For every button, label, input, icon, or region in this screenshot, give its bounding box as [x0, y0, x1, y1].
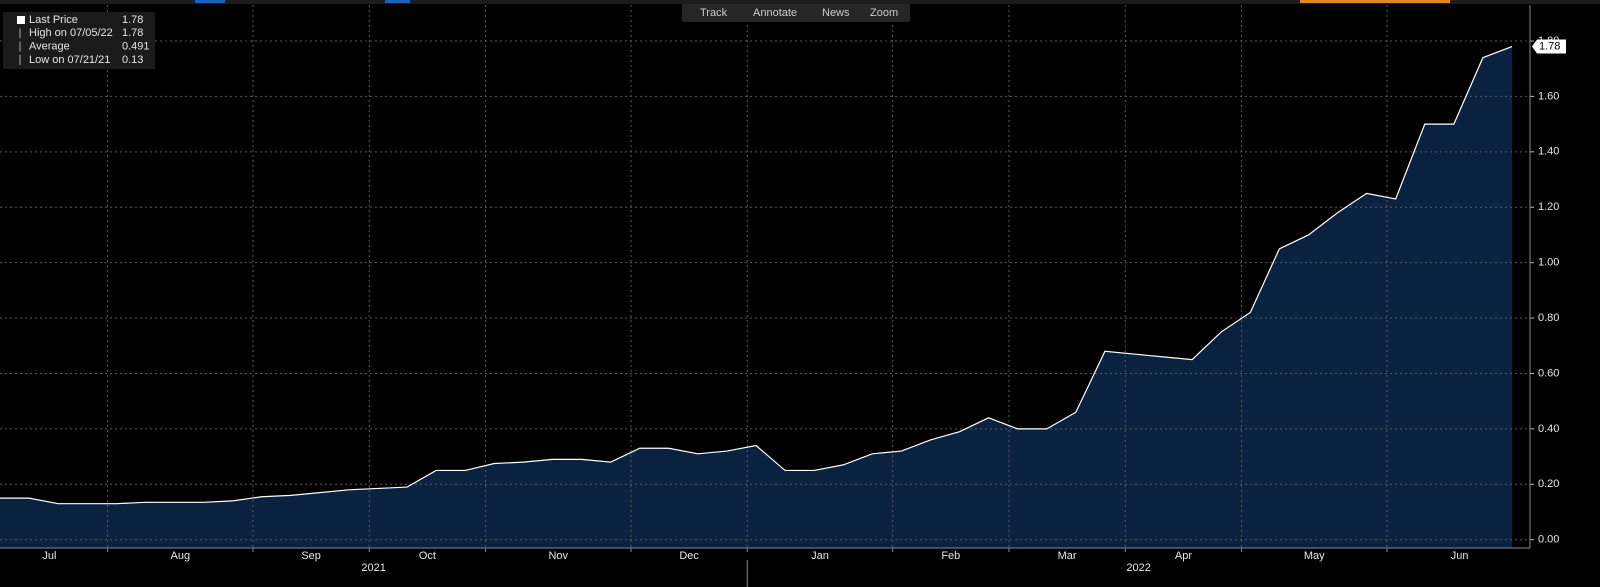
top-strip	[0, 0, 1600, 4]
x-tick-label: Jul	[42, 550, 56, 562]
legend-label: Average	[29, 41, 70, 53]
x-tick-label: Jun	[1451, 550, 1469, 562]
x-tick-label: Mar	[1058, 550, 1077, 562]
legend-label: Last Price	[29, 14, 78, 26]
legend-swatch	[17, 16, 25, 24]
last-price-label: 1.78	[1539, 40, 1560, 52]
overlay: Last Price 1.78 High on 07/05/22 1.78 Averag…	[3, 4, 910, 69]
y-tick-label: 1.00	[1538, 257, 1559, 269]
x-tick-label: Feb	[941, 550, 960, 562]
tab-marker	[195, 0, 225, 3]
toolbar-button[interactable]: Zoom	[870, 7, 898, 19]
y-tick-label: 0.60	[1538, 367, 1559, 379]
toolbar	[682, 4, 910, 22]
x-tick-label: Oct	[419, 550, 436, 562]
legend-box	[3, 12, 155, 69]
year-label: 2021	[361, 562, 385, 574]
legend-value: 0.491	[122, 41, 150, 53]
y-tick-label: 1.40	[1538, 146, 1559, 158]
legend-label: High on 07/05/22	[29, 27, 113, 39]
x-tick-label: Nov	[548, 550, 568, 562]
tab-marker	[385, 0, 410, 3]
y-tick-label: 0.20	[1538, 478, 1559, 490]
legend-label: Low on 07/21/21	[29, 54, 110, 66]
y-tick-label: 1.20	[1538, 201, 1559, 213]
tab-marker	[1300, 0, 1450, 3]
legend-value: 1.78	[122, 14, 143, 26]
toolbar-button[interactable]: Track	[700, 7, 728, 19]
y-tick-label: 0.40	[1538, 423, 1559, 435]
area	[0, 46, 1512, 548]
x-tick-label: Dec	[679, 550, 699, 562]
legend-value: 1.78	[122, 27, 143, 39]
x-tick-label: Aug	[170, 550, 190, 562]
x-tick-label: Jan	[811, 550, 829, 562]
year-label: 2022	[1126, 562, 1150, 574]
toolbar-button[interactable]: Annotate	[753, 7, 797, 19]
x-tick-label: Apr	[1175, 550, 1192, 562]
line	[0, 45, 1513, 505]
x-tick-label: May	[1304, 550, 1325, 562]
legend-value: 0.13	[122, 54, 143, 66]
y-tick-label: 0.00	[1538, 534, 1559, 546]
plot: 0.000.200.400.600.801.001.201.401.601.80…	[0, 5, 1566, 587]
x-tick-label: Sep	[301, 550, 321, 562]
last-price-tag	[1532, 39, 1566, 54]
y-tick-label: 1.60	[1538, 90, 1559, 102]
toolbar-button[interactable]: News	[822, 7, 850, 19]
y-tick-label: 0.80	[1538, 312, 1559, 324]
